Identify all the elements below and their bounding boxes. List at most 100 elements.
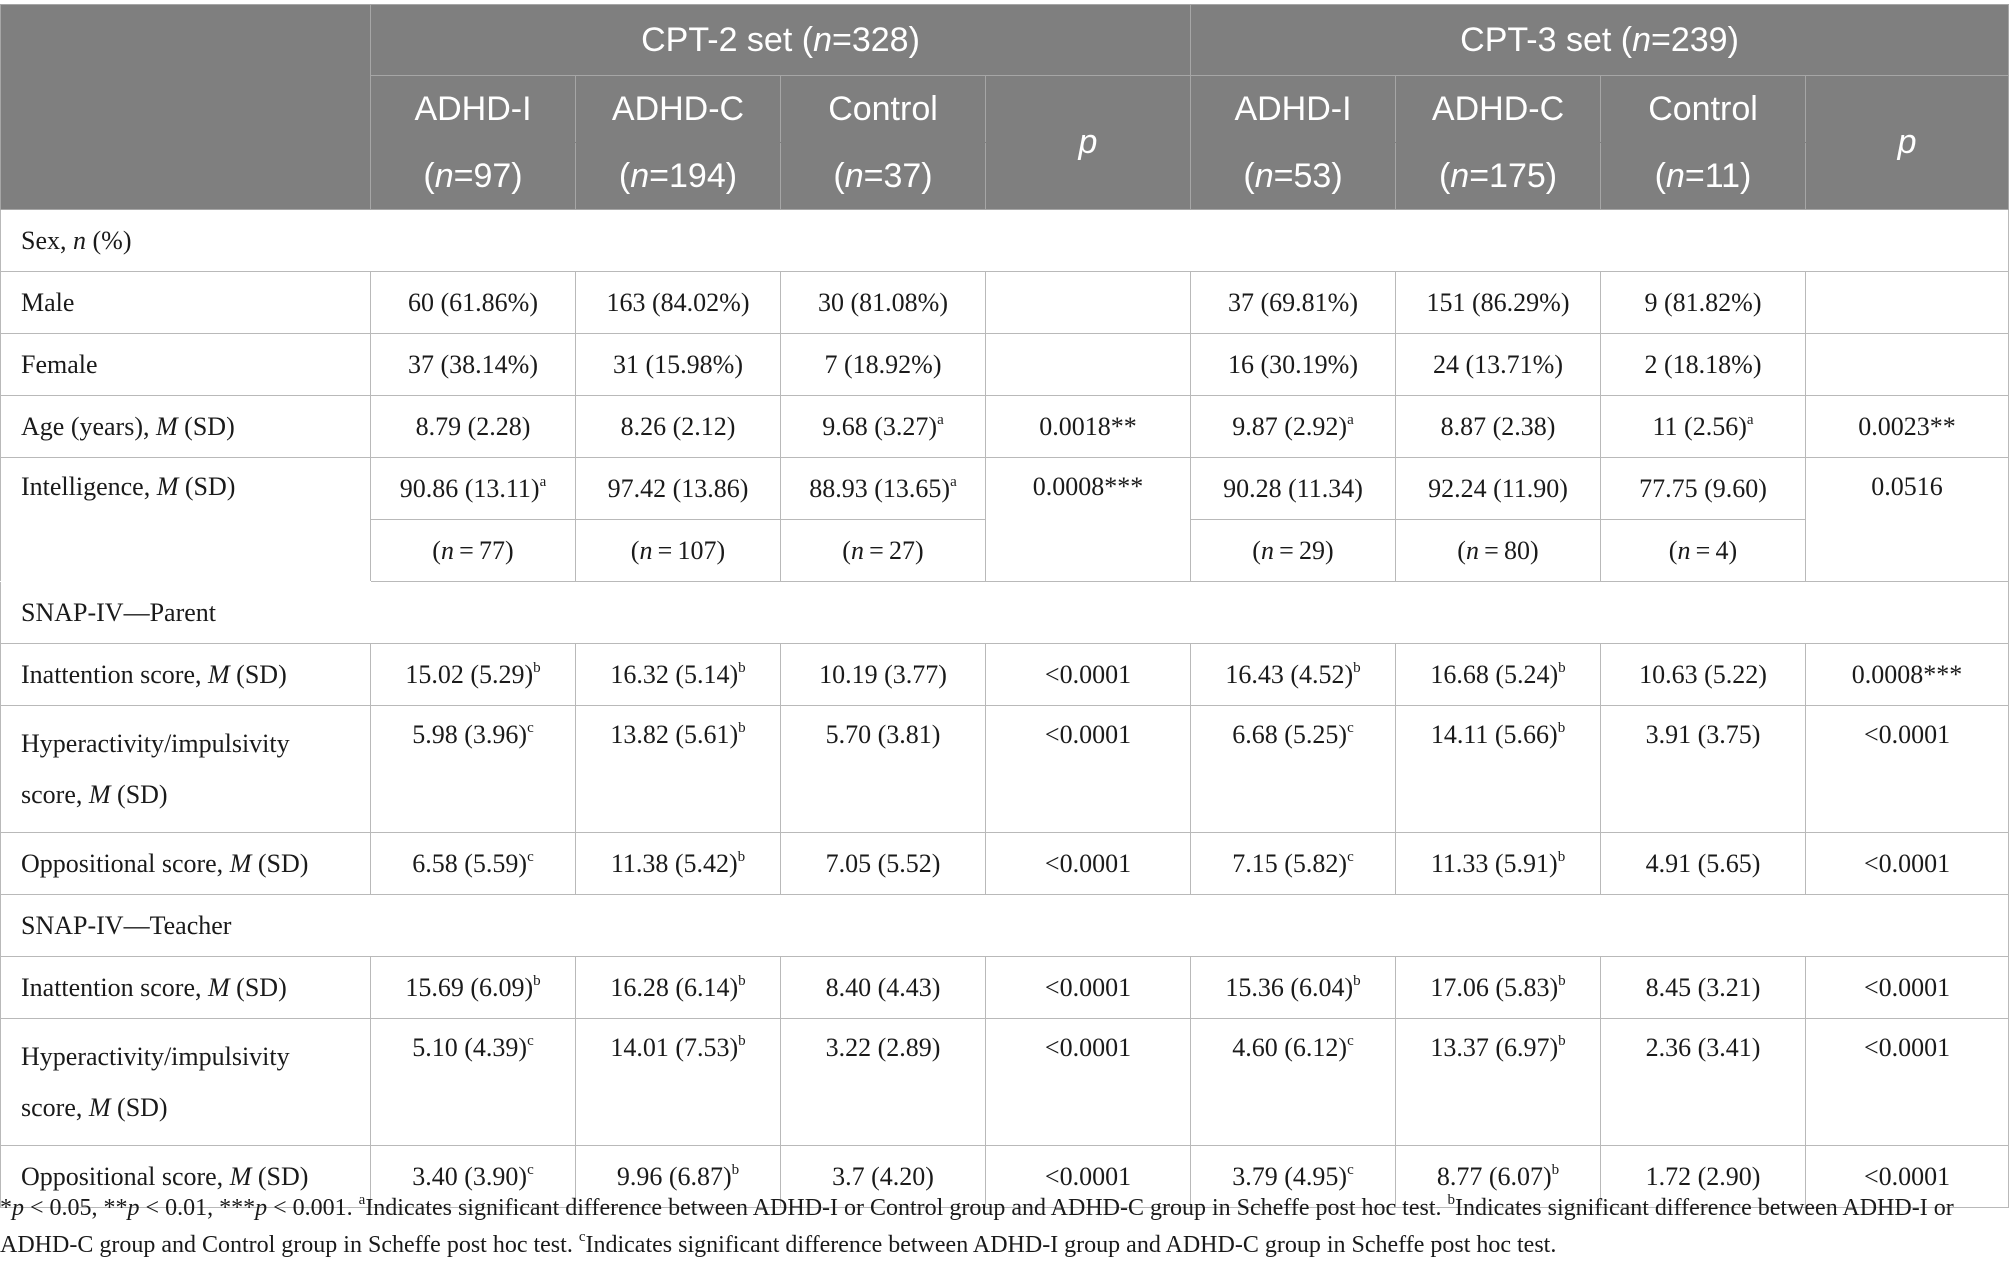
cell-cpt2-p: <0.0001 <box>984 956 1192 1019</box>
cell-cpt3-adhd-i: 16 (30.19%) <box>1190 333 1397 396</box>
cell-cpt3-control: 11 (2.56)a <box>1600 395 1807 458</box>
cell-cpt2-adhd-c: 97.42 (13.86) <box>575 457 781 520</box>
cell-cpt2-adhd-c: 8.26 (2.12) <box>575 395 781 458</box>
row-label: Hyperactivity/impulsivity score, M (SD) <box>0 1018 371 1146</box>
cell-cpt2-adhd-i: 60 (61.86%) <box>370 271 576 334</box>
cell-cpt2-adhd-c: 163 (84.02%) <box>575 271 781 334</box>
col-n-cpt2-adhd-i: (n=97) <box>370 142 576 210</box>
cell-cpt2-p <box>984 333 1192 396</box>
cell-cpt3-p: 0.0023** <box>1805 395 2009 458</box>
cell-cpt2-control: 8.40 (4.43) <box>780 956 986 1019</box>
table-body: Sex, n (%) Male 60 (61.86%) 163 (84.02%) 3… <box>0 209 2009 1208</box>
section-row-snap-parent: SNAP-IV—Parent <box>0 581 2009 644</box>
table-row: Hyperactivity/impulsivity score, M (SD) 5… <box>0 1018 2009 1146</box>
cell-cpt3-adhd-c: 8.77 (6.07)b <box>1395 1145 1602 1208</box>
cell-cpt3-control: 8.45 (3.21) <box>1600 956 1807 1019</box>
cell-cpt3-p: <0.0001 <box>1805 1018 2009 1146</box>
cell-cpt3-control: 9 (81.82%) <box>1600 271 1807 334</box>
cell-cpt3-control: 10.63 (5.22) <box>1600 643 1807 706</box>
table-footnote: *p < 0.05, **p < 0.01, ***p < 0.001. aIn… <box>0 1192 1954 1259</box>
col-header-cpt2-adhd-i: ADHD-I <box>370 75 576 143</box>
table-row: Male 60 (61.86%) 163 (84.02%) 30 (81.08%) 3… <box>0 271 2009 334</box>
row-label: Hyperactivity/impulsivity score, M (SD) <box>0 705 371 833</box>
cell-n-cpt3-adhd-c: (n = 80) <box>1395 519 1602 582</box>
cell-cpt2-control: 88.93 (13.65)a <box>780 457 986 520</box>
cell-cpt3-p <box>1805 271 2009 334</box>
row-label: Inattention score, M (SD) <box>0 956 371 1019</box>
cell-n-cpt3-adhd-i: (n = 29) <box>1190 519 1397 582</box>
row-label: Oppositional score, M (SD) <box>0 832 371 895</box>
cell-cpt2-control: 9.68 (3.27)a <box>780 395 986 458</box>
cell-cpt2-control: 3.7 (4.20) <box>780 1145 986 1208</box>
cell-cpt3-adhd-i: 90.28 (11.34) <box>1190 457 1397 520</box>
cell-cpt3-adhd-c: 13.37 (6.97)b <box>1395 1018 1602 1146</box>
cell-cpt3-p: 0.0008*** <box>1805 643 2009 706</box>
section-label-sex: Sex, n (%) <box>0 209 2009 272</box>
cell-cpt3-adhd-c: 11.33 (5.91)b <box>1395 832 1602 895</box>
cell-cpt3-control: 2 (18.18%) <box>1600 333 1807 396</box>
section-row-snap-teacher: SNAP-IV—Teacher <box>0 894 2009 957</box>
col-n-cpt3-adhd-c: (n=175) <box>1395 142 1602 210</box>
row-label: Intelligence, M (SD) <box>0 457 371 582</box>
cell-cpt2-control: 10.19 (3.77) <box>780 643 986 706</box>
cell-cpt2-adhd-c: 16.28 (6.14)b <box>575 956 781 1019</box>
cell-cpt3-p <box>1805 333 2009 396</box>
cell-cpt3-adhd-c: 17.06 (5.83)b <box>1395 956 1602 1019</box>
table-row: Inattention score, M (SD) 15.02 (5.29)b 1… <box>0 643 2009 706</box>
cell-cpt2-adhd-c: 13.82 (5.61)b <box>575 705 781 833</box>
cell-cpt2-control: 30 (81.08%) <box>780 271 986 334</box>
cell-n-cpt2-adhd-c: (n = 107) <box>575 519 781 582</box>
demographics-table: CPT-2 set (n=328) CPT-3 set (n=239) ADHD… <box>0 4 2009 1208</box>
header-corner <box>0 4 371 210</box>
col-header-cpt2-control: Control <box>780 75 986 143</box>
cell-cpt2-p: <0.0001 <box>984 705 1192 833</box>
cell-cpt3-adhd-c: 151 (86.29%) <box>1395 271 1602 334</box>
cell-cpt3-adhd-c: 92.24 (11.90) <box>1395 457 1602 520</box>
table-row: (n = 77) (n = 107) (n = 27) (n = 29) (n = 80… <box>1 519 2009 582</box>
cell-cpt2-p: <0.0001 <box>984 1145 1192 1208</box>
cell-cpt2-adhd-c: 16.32 (5.14)b <box>575 643 781 706</box>
col-n-cpt2-control: (n=37) <box>780 142 986 210</box>
cell-cpt2-adhd-i: 3.40 (3.90)c <box>370 1145 576 1208</box>
cell-cpt2-p: <0.0001 <box>984 1018 1192 1146</box>
cell-cpt3-adhd-c: 16.68 (5.24)b <box>1395 643 1602 706</box>
cell-cpt2-adhd-i: 8.79 (2.28) <box>370 395 576 458</box>
row-label: Inattention score, M (SD) <box>0 643 371 706</box>
cell-cpt3-adhd-i: 7.15 (5.82)c <box>1190 832 1397 895</box>
table-row: Intelligence, M (SD) 90.86 (13.11)a 97.42… <box>0 457 2009 582</box>
cell-cpt3-adhd-c: 8.87 (2.38) <box>1395 395 1602 458</box>
cell-cpt3-adhd-c: 14.11 (5.66)b <box>1395 705 1602 833</box>
cell-cpt3-control: 77.75 (9.60) <box>1600 457 1807 520</box>
cell-cpt2-adhd-i: 15.69 (6.09)b <box>370 956 576 1019</box>
cell-cpt2-p <box>984 271 1192 334</box>
cell-cpt3-adhd-i: 15.36 (6.04)b <box>1190 956 1397 1019</box>
cell-cpt2-adhd-i: 15.02 (5.29)b <box>370 643 576 706</box>
cell-cpt2-adhd-c: 9.96 (6.87)b <box>575 1145 781 1208</box>
cell-n-cpt2-control: (n = 27) <box>780 519 986 582</box>
col-header-cpt3-p: p <box>1805 75 2009 210</box>
col-n-cpt3-adhd-i: (n=53) <box>1190 142 1397 210</box>
row-label: Oppositional score, M (SD) <box>0 1145 371 1208</box>
cell-cpt3-adhd-i: 3.79 (4.95)c <box>1190 1145 1397 1208</box>
group-header-cpt3: CPT-3 set (n=239) <box>1190 4 2009 76</box>
cell-cpt3-adhd-i: 9.87 (2.92)a <box>1190 395 1397 458</box>
cell-cpt2-control: 7.05 (5.52) <box>780 832 986 895</box>
cell-cpt3-p: <0.0001 <box>1805 832 2009 895</box>
section-row-sex: Sex, n (%) <box>0 209 2009 272</box>
col-n-cpt2-adhd-c: (n=194) <box>575 142 781 210</box>
cell-cpt3-adhd-i: 4.60 (6.12)c <box>1190 1018 1397 1146</box>
section-label-snap-teacher: SNAP-IV—Teacher <box>0 894 2009 957</box>
cell-cpt3-adhd-c: 24 (13.71%) <box>1395 333 1602 396</box>
cell-cpt2-adhd-i: 90.86 (13.11)a <box>370 457 576 520</box>
col-header-cpt3-adhd-i: ADHD-I <box>1190 75 1397 143</box>
cell-cpt2-control: 3.22 (2.89) <box>780 1018 986 1146</box>
table-row: Hyperactivity/impulsivity score, M (SD) 5… <box>0 705 2009 833</box>
cell-cpt3-control: 2.36 (3.41) <box>1600 1018 1807 1146</box>
cell-cpt3-p: <0.0001 <box>1805 1145 2009 1208</box>
cell-cpt2-p: <0.0001 <box>984 832 1192 895</box>
cell-cpt2-adhd-c: 31 (15.98%) <box>575 333 781 396</box>
cell-cpt3-control: 4.91 (5.65) <box>1600 832 1807 895</box>
cell-cpt2-control: 7 (18.92%) <box>780 333 986 396</box>
col-header-cpt2-adhd-c: ADHD-C <box>575 75 781 143</box>
cell-cpt2-control: 5.70 (3.81) <box>780 705 986 833</box>
